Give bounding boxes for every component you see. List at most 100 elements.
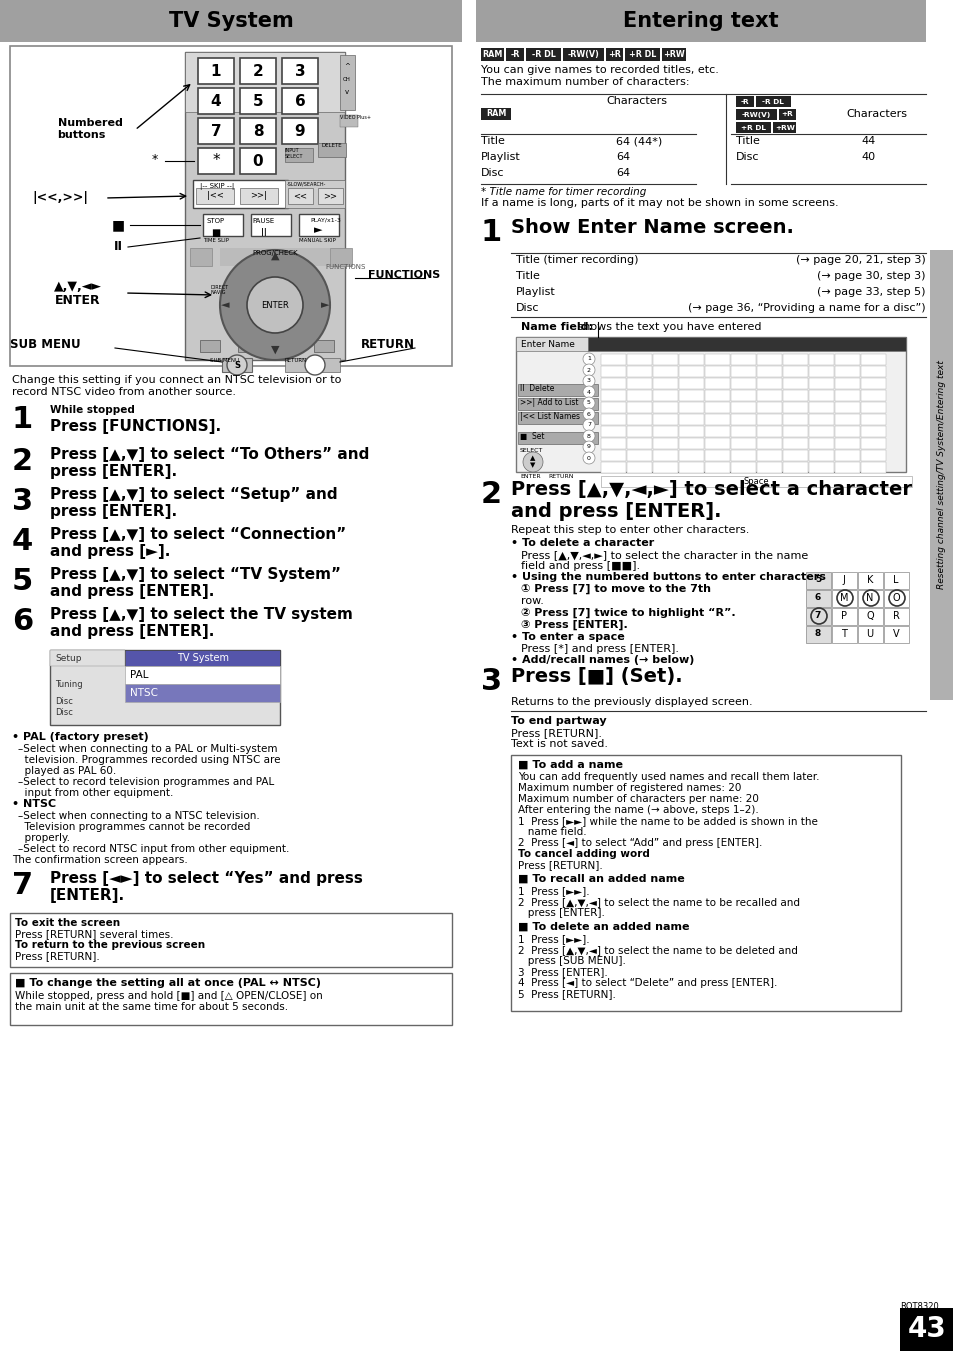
Bar (317, 143, 346, 157)
Text: PAUSE: PAUSE (253, 218, 274, 224)
Bar (679, 462, 703, 473)
Bar (314, 340, 334, 353)
Text: Returns to the previously displayed screen.: Returns to the previously displayed scre… (511, 697, 752, 707)
Text: To cancel adding word: To cancel adding word (517, 848, 649, 859)
Text: 1  Press [►►].: 1 Press [►►]. (517, 886, 589, 896)
Bar (339, 55, 355, 109)
Bar (834, 403, 859, 413)
Bar (288, 188, 313, 204)
Text: 9: 9 (586, 444, 590, 450)
Bar (755, 96, 790, 107)
Text: –Select to record NTSC input from other equipment.: –Select to record NTSC input from other … (18, 844, 289, 854)
Text: 4: 4 (586, 389, 590, 394)
Text: 5: 5 (586, 400, 590, 405)
Bar (782, 462, 807, 473)
Bar (808, 426, 833, 436)
Text: (→ page 30, step 3): (→ page 30, step 3) (817, 272, 925, 281)
Text: (→ page 36, “Providing a name for a disc”): (→ page 36, “Providing a name for a disc… (688, 303, 925, 313)
Text: 2  Press [▲,▼,◄] to select the name to be recalled and: 2 Press [▲,▼,◄] to select the name to be… (517, 897, 800, 907)
Bar (679, 413, 703, 426)
Text: Press [RETURN].: Press [RETURN]. (15, 951, 100, 961)
Text: name field.: name field. (517, 827, 586, 838)
Circle shape (305, 355, 325, 376)
Text: ■ To delete an added name: ■ To delete an added name (517, 921, 689, 932)
Text: Press [■] (Set).: Press [■] (Set). (511, 667, 682, 686)
Text: • Using the numbered buttons to enter characters: • Using the numbered buttons to enter ch… (511, 571, 825, 582)
Text: ■: ■ (112, 218, 125, 232)
Bar (652, 426, 678, 436)
Bar (831, 608, 856, 626)
Bar (730, 403, 755, 413)
Bar (730, 426, 755, 436)
Text: (→ page 33, step 5): (→ page 33, step 5) (817, 286, 925, 297)
Bar (308, 255, 397, 315)
Text: L: L (892, 576, 898, 585)
Text: Press [▲,▼] to select “TV System”
and press [ENTER].: Press [▲,▼] to select “TV System” and pr… (50, 567, 340, 600)
Text: To end partway: To end partway (511, 716, 606, 725)
Bar (517, 412, 598, 424)
Bar (730, 354, 755, 365)
Text: Maximum number of registered names: 20: Maximum number of registered names: 20 (517, 784, 740, 793)
Bar (50, 650, 280, 725)
Text: Press [▲,▼] to select “Connection”
and press [►].: Press [▲,▼] to select “Connection” and p… (50, 527, 346, 559)
Bar (757, 438, 781, 449)
Circle shape (582, 376, 595, 386)
Text: Television programmes cannot be recorded: Television programmes cannot be recorded (18, 821, 250, 832)
Bar (857, 608, 882, 626)
Text: The maximum number of characters:: The maximum number of characters: (480, 77, 689, 86)
Bar (782, 413, 807, 426)
Bar (861, 366, 885, 377)
Bar (730, 450, 755, 461)
Bar (282, 118, 317, 145)
Bar (600, 450, 625, 461)
Bar (626, 413, 651, 426)
Text: 2: 2 (253, 63, 263, 78)
Text: PLAY/x1-3: PLAY/x1-3 (310, 218, 340, 223)
Text: TV System: TV System (177, 653, 229, 663)
Bar (834, 366, 859, 377)
Text: 4: 4 (12, 527, 33, 557)
Text: * Title name for timer recording: * Title name for timer recording (480, 186, 646, 197)
Text: SUB MENU: SUB MENU (10, 339, 81, 351)
Circle shape (582, 363, 595, 376)
Text: 7: 7 (814, 612, 821, 620)
Bar (511, 755, 900, 1011)
Text: 64 (44*): 64 (44*) (616, 136, 661, 146)
Bar (185, 51, 345, 359)
Bar (834, 438, 859, 449)
Text: 5: 5 (12, 567, 33, 596)
Bar (679, 366, 703, 377)
Bar (808, 390, 833, 401)
Bar (808, 378, 833, 389)
Bar (517, 399, 598, 409)
Bar (626, 450, 651, 461)
Text: input from other equipment.: input from other equipment. (18, 788, 173, 798)
Text: Repeat this step to enter other characters.: Repeat this step to enter other characte… (511, 526, 749, 535)
Bar (883, 571, 908, 589)
Text: R: R (892, 611, 899, 621)
Text: 43: 43 (906, 1315, 945, 1343)
Bar (704, 450, 729, 461)
Text: SELECT: SELECT (519, 449, 543, 453)
Text: Disc: Disc (516, 303, 539, 313)
Circle shape (582, 419, 595, 431)
Text: II: II (261, 228, 267, 238)
Bar (50, 650, 125, 666)
Text: RQT8320: RQT8320 (899, 1302, 938, 1310)
Circle shape (220, 250, 330, 359)
Bar (661, 49, 685, 61)
Text: ■: ■ (212, 228, 220, 238)
Bar (506, 49, 523, 61)
Bar (600, 378, 625, 389)
Text: 1: 1 (211, 63, 221, 78)
Text: ■ To recall an added name: ■ To recall an added name (517, 874, 684, 884)
Text: While stopped: While stopped (50, 405, 134, 415)
Bar (203, 213, 243, 236)
Bar (200, 340, 350, 354)
Bar (200, 340, 220, 353)
Bar (861, 354, 885, 365)
Bar (626, 438, 651, 449)
Bar (757, 354, 781, 365)
Text: RAM: RAM (482, 50, 502, 59)
Bar (730, 438, 755, 449)
